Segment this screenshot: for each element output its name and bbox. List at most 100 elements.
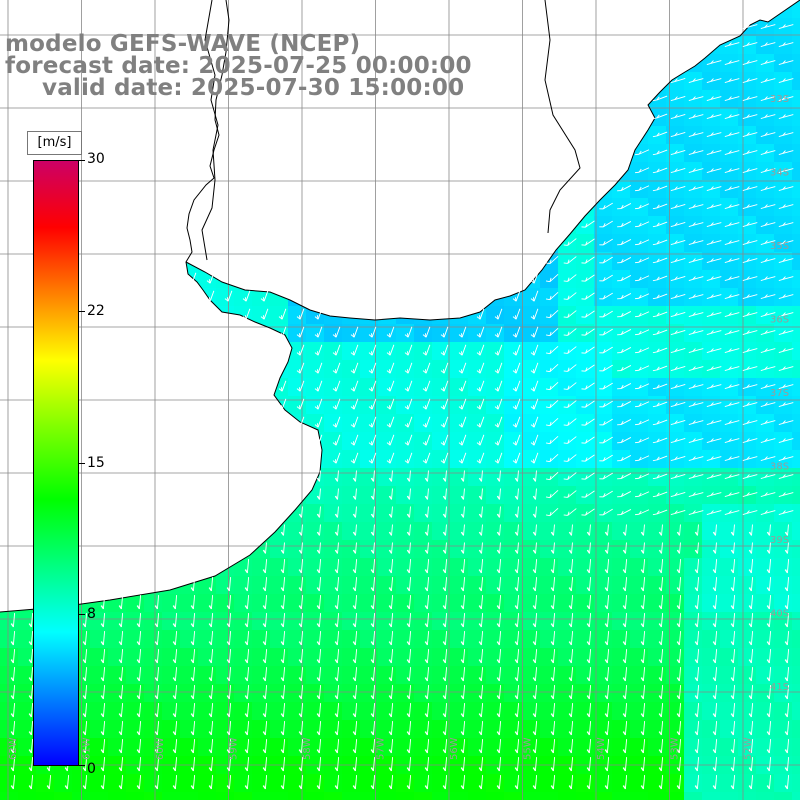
wind-arrow bbox=[778, 222, 794, 227]
speed-cell bbox=[180, 126, 199, 145]
speed-cell bbox=[126, 792, 145, 800]
wind-arrow bbox=[670, 167, 686, 174]
speed-cell bbox=[378, 252, 397, 271]
wind-arrow bbox=[634, 221, 650, 228]
colorbar-tickmark bbox=[79, 311, 85, 312]
speed-cell bbox=[234, 252, 253, 271]
speed-cell bbox=[216, 468, 235, 487]
speed-cell bbox=[360, 414, 379, 433]
speed-cell bbox=[522, 90, 541, 109]
speed-cell bbox=[144, 432, 163, 451]
speed-cell bbox=[486, 90, 505, 109]
speed-cell bbox=[504, 648, 523, 667]
wind-arrow bbox=[742, 24, 758, 29]
latitude-label: 33S bbox=[770, 94, 789, 105]
speed-cell bbox=[450, 252, 469, 271]
speed-cell bbox=[270, 180, 289, 199]
speed-cell bbox=[450, 522, 469, 541]
speed-cell bbox=[486, 702, 505, 721]
speed-cell bbox=[558, 702, 577, 721]
speed-cell bbox=[378, 414, 397, 433]
wind-arrow bbox=[652, 257, 668, 264]
speed-cell bbox=[612, 612, 631, 631]
speed-cell bbox=[522, 414, 541, 433]
speed-cell bbox=[486, 180, 505, 199]
speed-cell bbox=[324, 252, 343, 271]
speed-cell bbox=[108, 162, 127, 181]
speed-cell bbox=[144, 666, 163, 685]
speed-cell bbox=[486, 720, 505, 739]
speed-cell bbox=[576, 738, 595, 757]
wind-arrow bbox=[563, 346, 577, 354]
speed-cell bbox=[342, 234, 361, 253]
wind-arrow bbox=[760, 132, 776, 137]
speed-cell bbox=[288, 576, 307, 595]
speed-cell bbox=[792, 666, 800, 685]
speed-cell bbox=[306, 162, 325, 181]
wind-arrow bbox=[652, 113, 668, 120]
speed-cell bbox=[144, 234, 163, 253]
speed-cell bbox=[414, 792, 433, 800]
speed-cell bbox=[270, 108, 289, 127]
speed-cell bbox=[0, 792, 19, 800]
speed-cell bbox=[378, 612, 397, 631]
speed-cell bbox=[90, 414, 109, 433]
wind-arrow bbox=[494, 308, 503, 320]
speed-cell bbox=[162, 342, 181, 361]
speed-cell bbox=[126, 540, 145, 559]
wind-arrow bbox=[599, 238, 613, 246]
speed-cell bbox=[180, 576, 199, 595]
wind-arrow bbox=[652, 311, 668, 318]
speed-cell bbox=[450, 126, 469, 145]
speed-cell bbox=[342, 288, 361, 307]
speed-cell bbox=[324, 288, 343, 307]
speed-cell bbox=[324, 180, 343, 199]
speed-cell bbox=[432, 342, 451, 361]
speed-cell bbox=[504, 684, 523, 703]
speed-cell bbox=[270, 162, 289, 181]
speed-cell bbox=[234, 684, 253, 703]
wind-arrow bbox=[706, 204, 722, 209]
wind-arrow bbox=[634, 329, 650, 336]
speed-cell bbox=[684, 702, 703, 721]
speed-cell bbox=[486, 198, 505, 217]
speed-cell bbox=[108, 792, 127, 800]
speed-cell bbox=[108, 576, 127, 595]
wind-arrow bbox=[778, 276, 794, 281]
speed-cell bbox=[378, 378, 397, 397]
speed-cell bbox=[558, 396, 577, 415]
speed-cell bbox=[432, 180, 451, 199]
speed-cell bbox=[540, 702, 559, 721]
speed-cell bbox=[18, 792, 37, 800]
speed-cell bbox=[342, 144, 361, 163]
speed-cell bbox=[288, 198, 307, 217]
speed-cell bbox=[558, 540, 577, 559]
speed-cell bbox=[486, 432, 505, 451]
wind-arrow bbox=[778, 114, 794, 119]
speed-cell bbox=[684, 36, 703, 55]
speed-cell bbox=[774, 738, 793, 757]
speed-cell bbox=[288, 522, 307, 541]
speed-cell bbox=[738, 792, 757, 800]
speed-cell bbox=[684, 576, 703, 595]
speed-cell bbox=[306, 576, 325, 595]
speed-cell bbox=[558, 486, 577, 505]
wind-arrow bbox=[545, 255, 559, 265]
speed-cell bbox=[540, 342, 559, 361]
speed-cell bbox=[324, 630, 343, 649]
wind-arrow bbox=[242, 290, 251, 302]
speed-cell bbox=[522, 198, 541, 217]
speed-cell bbox=[252, 504, 271, 523]
speed-cell bbox=[594, 504, 613, 523]
wind-arrow bbox=[706, 186, 722, 191]
speed-cell bbox=[486, 504, 505, 523]
speed-cell bbox=[432, 504, 451, 523]
wind-arrow bbox=[652, 239, 668, 246]
speed-cell bbox=[468, 36, 487, 55]
speed-cell bbox=[108, 612, 127, 631]
speed-cell bbox=[612, 468, 631, 487]
speed-cell bbox=[162, 270, 181, 289]
speed-cell bbox=[396, 792, 415, 800]
speed-cell bbox=[558, 144, 577, 163]
speed-cell bbox=[90, 432, 109, 451]
